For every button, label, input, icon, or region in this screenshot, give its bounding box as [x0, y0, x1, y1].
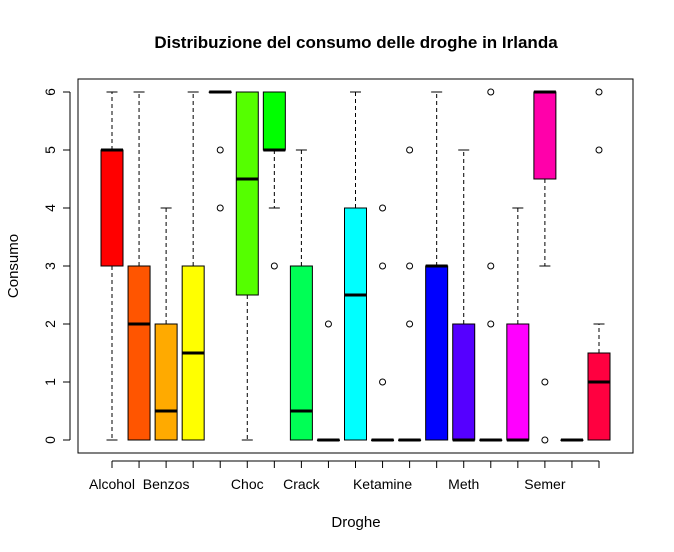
x-tick-label: Alcohol [89, 476, 135, 492]
box-rect [587, 352, 611, 441]
outlier-point [379, 204, 387, 212]
box-rect [425, 265, 449, 441]
outlier-point [595, 88, 603, 96]
box-rect [533, 91, 557, 180]
outlier-point [487, 320, 495, 328]
outlier-point [216, 146, 224, 154]
x-tick-label: Meth [448, 476, 479, 492]
box-rect [100, 149, 124, 267]
x-tick-label: Benzos [143, 476, 190, 492]
outlier-point [406, 262, 414, 270]
box-rect [127, 265, 151, 441]
outlier-point [406, 320, 414, 328]
outlier-point [216, 204, 224, 212]
box-rect [154, 323, 178, 441]
y-tick-label: 6 [42, 88, 58, 96]
y-tick-label: 1 [42, 378, 58, 386]
outlier-point [595, 146, 603, 154]
box-rect [262, 91, 286, 151]
x-axis-label: Droghe [331, 514, 380, 531]
y-tick-label: 3 [42, 262, 58, 270]
box-rect [235, 91, 259, 296]
x-tick-label: Semer [524, 476, 566, 492]
y-tick-label: 4 [42, 204, 58, 212]
plot-layer: 0 1 2 3 4 5 6 Alcohol Benzos Choc Crack Ketamine Met… [42, 88, 611, 492]
box-rect [452, 323, 476, 441]
y-tick-label: 5 [42, 146, 58, 154]
plot-frame [77, 78, 634, 454]
x-tick-label: Choc [231, 476, 264, 492]
outlier-point [487, 88, 495, 96]
y-axis-label: Consumo [5, 234, 22, 298]
x-tick-label: Crack [283, 476, 321, 492]
outlier-point [324, 320, 332, 328]
y-tick-label: 0 [42, 436, 58, 444]
box-rect [344, 207, 367, 441]
box-rect [289, 265, 313, 441]
outlier-point [487, 262, 495, 270]
chart-title: Distribuzione del consumo delle droghe i… [154, 33, 558, 52]
outlier-point [379, 378, 387, 386]
outlier-point [379, 262, 387, 270]
outlier-point [541, 378, 549, 386]
outlier-point [270, 262, 278, 270]
x-tick-label: Ketamine [353, 476, 412, 492]
outlier-point [406, 146, 414, 154]
y-tick-label: 2 [42, 320, 58, 328]
box-rect [506, 323, 530, 441]
outlier-point [541, 436, 549, 444]
